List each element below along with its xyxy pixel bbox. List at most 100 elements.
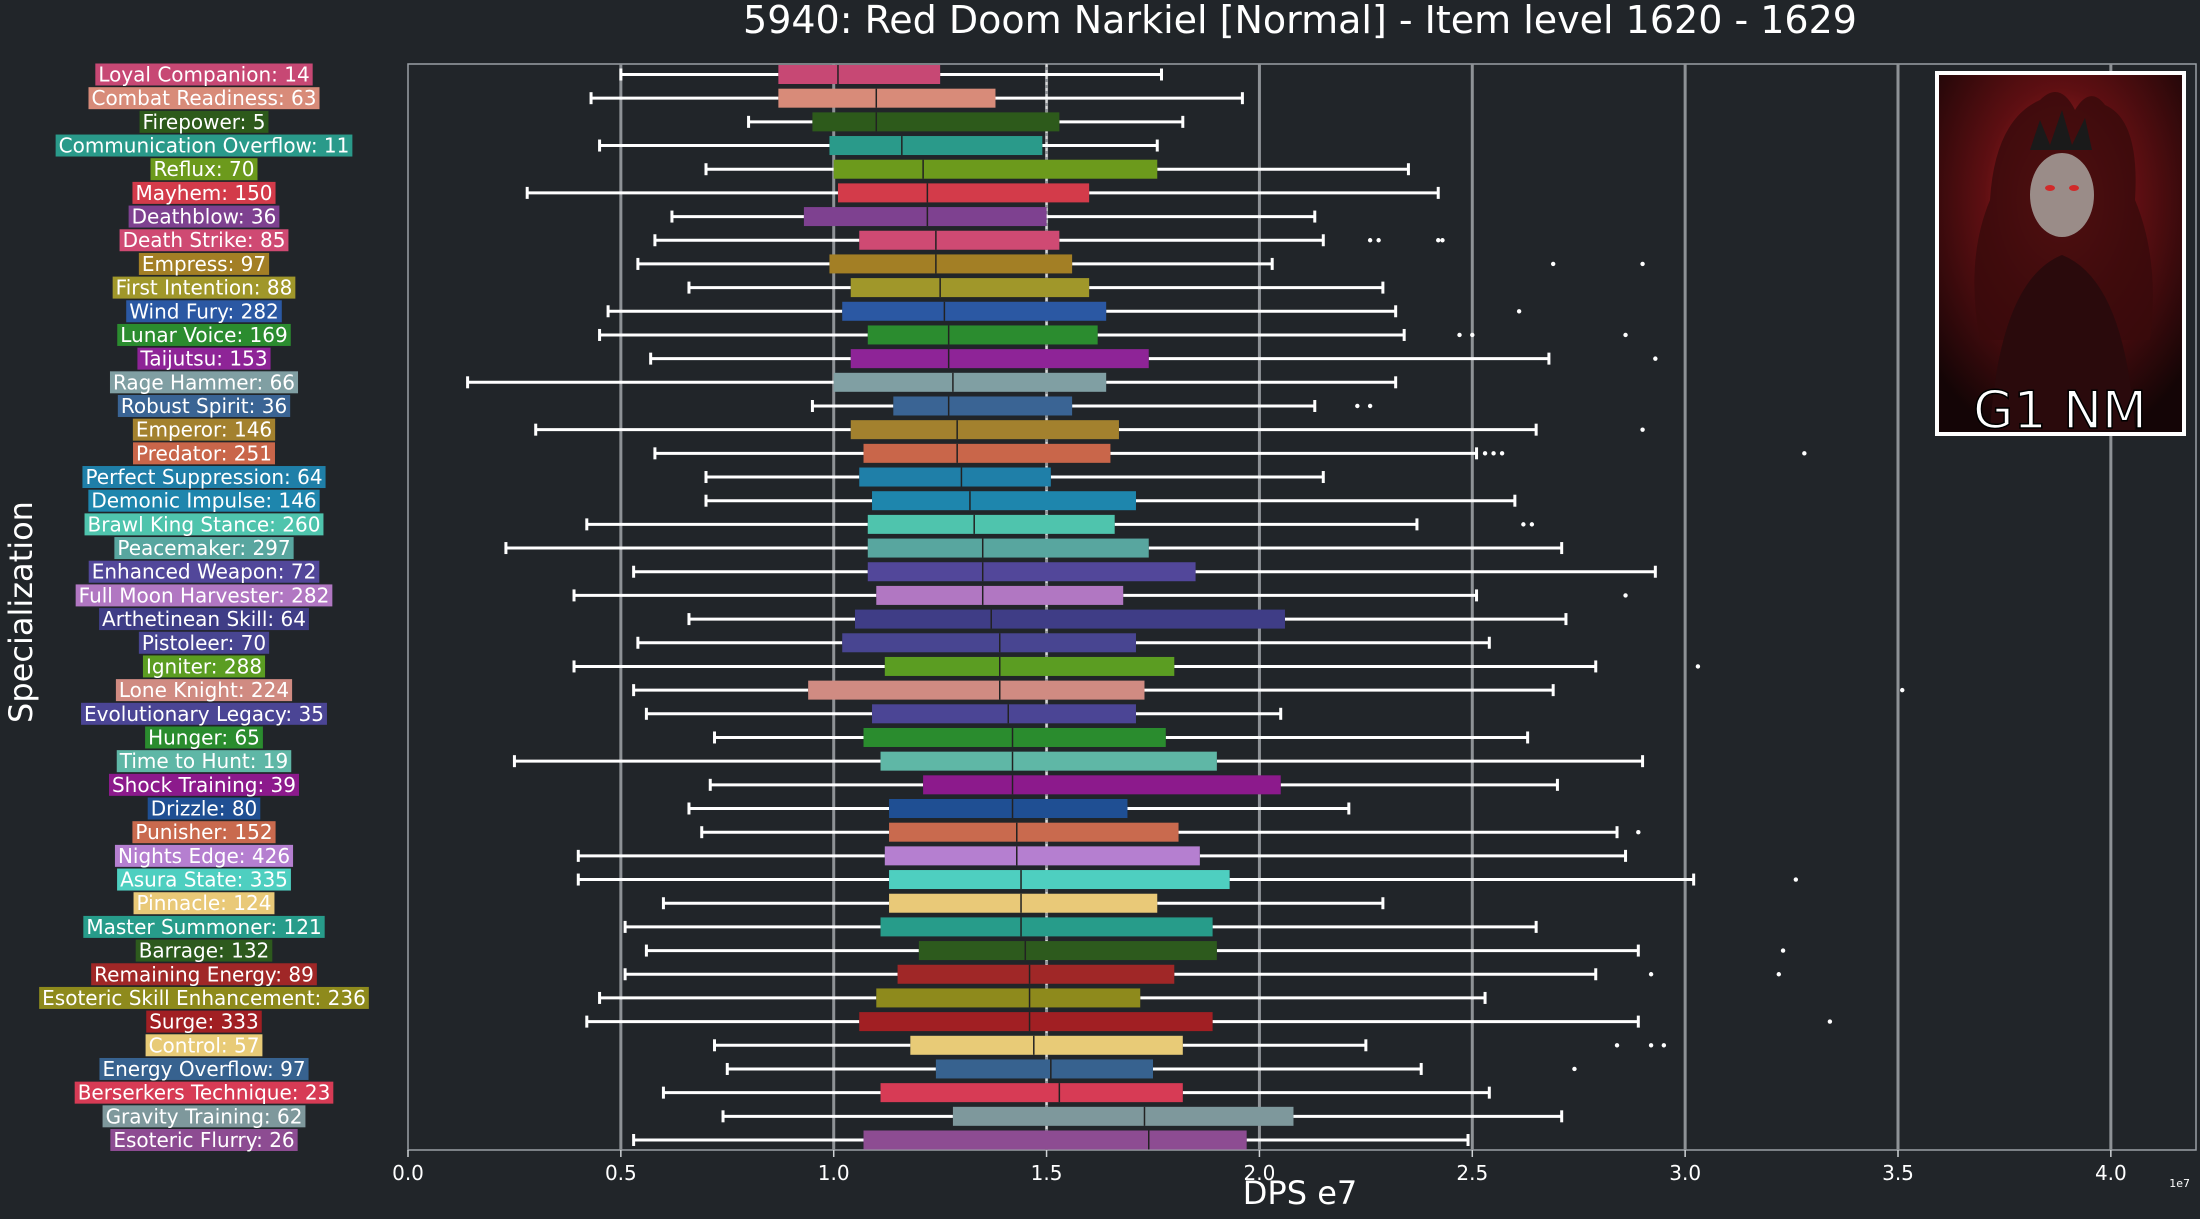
outlier-point	[1802, 451, 1807, 456]
specialization-label: Nights Edge: 426	[114, 844, 294, 868]
box-iqr	[803, 207, 1047, 227]
box-plot-row	[713, 727, 1530, 747]
specialization-label-text: Esoteric Skill Enhancement: 236	[42, 986, 366, 1010]
box-plot-row	[661, 1083, 1491, 1103]
outlier-point	[1776, 972, 1782, 977]
specialization-label: Brawl King Stance: 260	[84, 512, 324, 536]
box-plot-row	[598, 988, 1487, 1008]
specialization-label-bg	[135, 939, 273, 962]
box-iqr	[923, 775, 1281, 795]
specialization-label: Loyal Companion: 14	[95, 63, 313, 87]
specialization-label-text: Rage Hammer: 66	[113, 370, 295, 394]
portrait-eye-left	[2045, 185, 2055, 191]
box-plot-row	[747, 112, 1185, 132]
outlier-point	[1436, 238, 1441, 243]
specialization-label-text: Berserkers Technique: 23	[78, 1081, 331, 1105]
box-iqr	[778, 65, 941, 84]
specialization-label: Evolutionary Legacy: 35	[81, 702, 327, 726]
box-plots	[466, 65, 1905, 1150]
specialization-label-bg	[147, 797, 261, 820]
box-iqr	[867, 538, 1149, 558]
box-iqr	[863, 727, 1166, 747]
box-iqr	[876, 988, 1141, 1008]
specialization-label: Firepower: 5	[139, 110, 269, 134]
box-plot-row	[623, 917, 1538, 937]
specialization-label-bg	[133, 892, 275, 915]
specialization-label: Reflux: 70	[150, 157, 258, 181]
box-plot-row	[810, 396, 1373, 416]
outlier-point	[1900, 687, 1905, 693]
box-iqr	[880, 751, 1217, 771]
x-axis-label: DPS e7	[1243, 1174, 1357, 1212]
box-plot-row	[708, 775, 1559, 795]
specialization-label-bg	[137, 347, 271, 370]
outlier-point	[1640, 261, 1645, 267]
box-iqr	[889, 870, 1230, 890]
specialization-label: Communication Overflow: 11	[55, 134, 353, 158]
specialization-label: Peacemaker: 297	[114, 536, 294, 560]
box-iqr	[893, 396, 1073, 416]
x-tick-label: 3.5	[1882, 1161, 1914, 1185]
specialization-label: Empress: 97	[138, 252, 270, 276]
specialization-label-text: First Intention: 88	[116, 276, 293, 300]
specialization-label: Combat Readiness: 63	[88, 86, 320, 110]
box-plot-row	[670, 207, 1317, 227]
box-iqr	[808, 680, 1145, 700]
box-plot-row	[619, 65, 1164, 84]
outlier-point	[1550, 261, 1556, 267]
specialization-label-text: Nights Edge: 426	[118, 844, 290, 868]
specialization-label: Arthetinean Skill: 64	[99, 607, 309, 631]
outlier-point	[1376, 238, 1381, 243]
box-iqr	[889, 799, 1128, 819]
box-plot-row	[636, 254, 1645, 274]
specialization-label-text: Asura State: 335	[120, 868, 288, 892]
box-iqr	[859, 230, 1060, 250]
box-plot-row	[644, 941, 1786, 961]
specialization-label-text: Drizzle: 80	[151, 797, 258, 821]
x-tick-label: 4.0	[2095, 1161, 2127, 1185]
outlier-point	[1648, 1043, 1654, 1048]
specialization-label-text: Esoteric Flurry: 26	[113, 1128, 294, 1152]
specialization-label-bg	[74, 1081, 334, 1104]
outlier-point	[1470, 332, 1475, 338]
specialization-label: Esoteric Flurry: 26	[110, 1128, 298, 1152]
specialization-label-bg	[132, 418, 276, 441]
box-plot-row	[653, 443, 1807, 463]
box-iqr	[850, 420, 1119, 440]
specialization-label-text: Reflux: 70	[154, 157, 255, 181]
chart-title: 5940: Red Doom Narkiel [Normal] - Item l…	[743, 0, 1857, 42]
specialization-label-bg	[139, 110, 269, 133]
box-iqr	[829, 254, 1073, 274]
specialization-label-bg	[99, 608, 309, 631]
specialization-label-bg	[133, 442, 275, 465]
specialization-label: Time to Hunt: 19	[116, 749, 292, 773]
box-iqr	[859, 1012, 1213, 1032]
specialization-label-text: Punisher: 152	[135, 820, 272, 844]
specialization-label-text: Lunar Voice: 169	[120, 323, 287, 347]
x-tick-label: 0.0	[392, 1161, 424, 1185]
x-tick-label: 1.5	[1031, 1161, 1063, 1185]
box-iqr	[889, 822, 1179, 842]
specialization-label-text: Full Moon Harvester: 282	[79, 583, 330, 607]
specialization-label-bg	[109, 371, 299, 394]
specialization-label-text: Gravity Training: 62	[106, 1104, 303, 1128]
box-plot-row	[725, 1059, 1577, 1079]
box-iqr	[829, 136, 1043, 156]
box-plot-row	[585, 514, 1535, 534]
box-iqr	[880, 917, 1213, 937]
specialization-label-bg	[145, 726, 263, 749]
specialization-label: Barrage: 132	[135, 939, 273, 963]
outlier-point	[1491, 451, 1496, 456]
box-iqr	[863, 443, 1111, 463]
box-plot-row	[598, 136, 1159, 156]
specialization-label: Berserkers Technique: 23	[74, 1081, 334, 1105]
box-iqr	[855, 609, 1285, 629]
specialization-label-bg	[145, 1034, 263, 1057]
specialization-label-text: Surge: 333	[149, 1010, 259, 1034]
specialization-label-bg	[114, 844, 294, 867]
portrait-armor	[1990, 255, 2135, 430]
box-plot-row	[572, 656, 1701, 676]
specialization-label-text: Loyal Companion: 14	[98, 63, 309, 87]
box-iqr	[867, 325, 1098, 345]
specialization-label-bg	[110, 1129, 298, 1151]
